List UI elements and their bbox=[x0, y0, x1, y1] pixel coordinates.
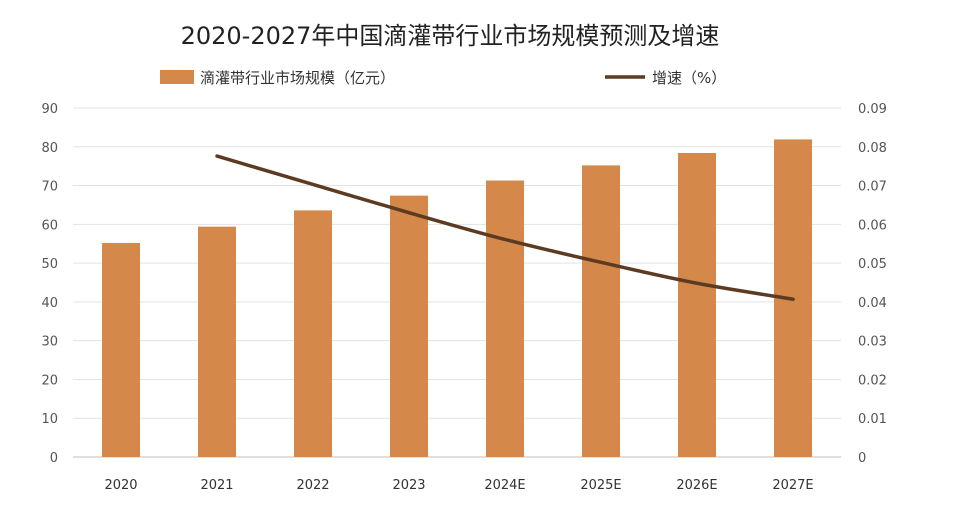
y-right-tick-label: 0.07 bbox=[858, 180, 887, 195]
bar-2025E bbox=[582, 165, 620, 457]
y-right-tick-label: 0.09 bbox=[858, 102, 887, 117]
chart-title: 2020-2027年中国滴灌带行业市场规模预测及增速 bbox=[181, 22, 720, 50]
legend-label-line: 增速（%） bbox=[652, 69, 726, 87]
y-left-tick-label: 50 bbox=[41, 257, 58, 272]
y-right-tick-label: 0.04 bbox=[858, 296, 887, 311]
y-left-tick-label: 80 bbox=[41, 141, 58, 156]
y-left-tick-label: 90 bbox=[41, 102, 58, 117]
bar-2023 bbox=[390, 196, 428, 457]
y-right-tick-label: 0.03 bbox=[858, 335, 887, 350]
bar-2026E bbox=[678, 153, 716, 457]
x-tick-label: 2027E bbox=[772, 478, 813, 493]
y-right-tick-label: 0.01 bbox=[858, 412, 887, 427]
x-tick-label: 2021 bbox=[200, 478, 233, 493]
y-left-tick-label: 30 bbox=[41, 335, 58, 350]
bar-2022 bbox=[294, 210, 332, 457]
y-right-tick-label: 0.06 bbox=[858, 218, 887, 233]
y-left-tick-label: 20 bbox=[41, 373, 58, 388]
y-right-tick-label: 0 bbox=[858, 451, 866, 466]
legend-label-bar: 滴灌带行业市场规模（亿元） bbox=[200, 69, 395, 87]
x-tick-label: 2020 bbox=[104, 478, 137, 493]
bar-2021 bbox=[198, 227, 236, 457]
x-tick-label: 2024E bbox=[484, 478, 525, 493]
x-tick-label: 2025E bbox=[580, 478, 621, 493]
y-left-tick-label: 40 bbox=[41, 296, 58, 311]
bar-2020 bbox=[102, 243, 140, 457]
legend: 滴灌带行业市场规模（亿元） 增速（%） bbox=[160, 69, 726, 87]
y-left-tick-label: 0 bbox=[50, 451, 58, 466]
y-left-tick-label: 10 bbox=[41, 412, 58, 427]
y-right-tick-label: 0.05 bbox=[858, 257, 887, 272]
y-right-tick-label: 0.08 bbox=[858, 141, 887, 156]
x-tick-label: 2022 bbox=[296, 478, 329, 493]
bar-2024E bbox=[486, 181, 524, 457]
y-right-tick-label: 0.02 bbox=[858, 373, 887, 388]
x-tick-label: 2023 bbox=[392, 478, 425, 493]
y-left-tick-label: 60 bbox=[41, 218, 58, 233]
x-tick-label: 2026E bbox=[676, 478, 717, 493]
y-left-tick-label: 70 bbox=[41, 180, 58, 195]
legend-swatch-bar bbox=[160, 70, 194, 84]
